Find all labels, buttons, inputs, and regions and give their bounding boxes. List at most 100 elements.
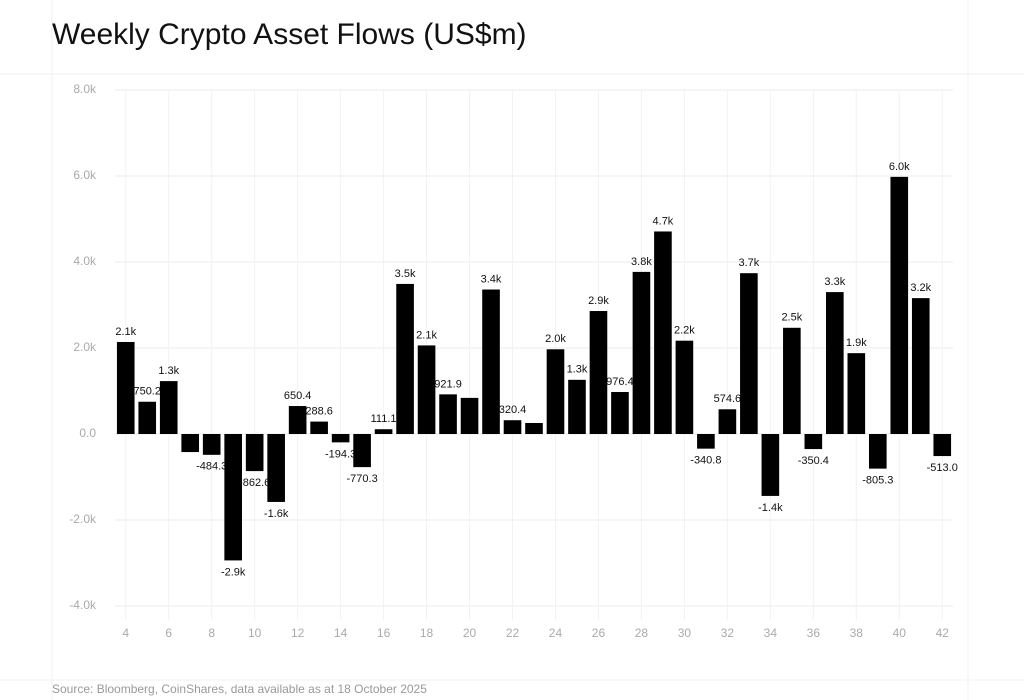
bar xyxy=(546,349,565,434)
bar xyxy=(718,409,737,434)
data-label: -862.6 xyxy=(239,477,270,489)
bar xyxy=(353,434,371,468)
data-label: 3.8k xyxy=(631,256,652,268)
bar xyxy=(224,434,242,561)
bar xyxy=(503,420,522,434)
y-tick-label: -2.0k xyxy=(69,512,97,526)
chart-title: Weekly Crypto Asset Flows (US$m) xyxy=(52,18,527,51)
data-label: -350.4 xyxy=(798,455,829,467)
bar xyxy=(482,289,500,434)
data-label: 3.2k xyxy=(910,282,931,294)
y-tick-label: -4.0k xyxy=(69,598,97,612)
data-label: 1.9k xyxy=(846,337,867,349)
data-label: 921.9 xyxy=(434,378,462,390)
source-note: Source: Bloomberg, CoinShares, data avai… xyxy=(52,682,427,696)
y-tick-label: 8.0k xyxy=(73,82,97,96)
bar xyxy=(890,176,909,435)
data-label: 3.5k xyxy=(395,268,416,280)
bar xyxy=(568,379,586,434)
bar xyxy=(911,298,930,434)
bar xyxy=(611,392,629,434)
data-label: -770.3 xyxy=(347,473,378,485)
bar xyxy=(396,283,414,434)
data-label: 976.4 xyxy=(606,376,634,388)
bar xyxy=(374,429,393,434)
data-label: -484.3 xyxy=(196,461,227,473)
data-label: -513.0 xyxy=(927,462,958,474)
data-label: 3.4k xyxy=(481,273,502,285)
bar xyxy=(159,381,178,434)
x-tick-label: 6 xyxy=(165,626,172,640)
x-tick-label: 36 xyxy=(807,626,821,640)
bar xyxy=(525,422,543,434)
data-label: -805.3 xyxy=(862,475,893,487)
data-label: 1.3k xyxy=(158,365,179,377)
bar xyxy=(868,434,887,469)
bar xyxy=(589,311,608,434)
data-label: 4.7k xyxy=(653,215,674,227)
data-label: -194.3 xyxy=(325,448,356,460)
data-label: -340.8 xyxy=(690,455,721,467)
y-tick-label: 0.0 xyxy=(79,426,96,440)
y-tick-label: 2.0k xyxy=(73,340,97,354)
data-label: -1.4k xyxy=(758,502,783,514)
bar xyxy=(697,434,715,449)
data-label: 2.5k xyxy=(781,312,802,324)
x-tick-label: 12 xyxy=(291,626,305,640)
bar xyxy=(675,340,694,434)
bar xyxy=(439,394,457,434)
data-label: -2.9k xyxy=(221,566,246,578)
data-label: 111.1 xyxy=(371,413,397,425)
bar xyxy=(826,292,844,434)
x-tick-label: 30 xyxy=(678,626,692,640)
x-tick-label: 4 xyxy=(122,626,129,640)
data-label: 1.3k xyxy=(567,364,588,376)
data-label: 2.2k xyxy=(674,325,695,337)
data-label: 750.2 xyxy=(133,386,161,398)
x-tick-label: 34 xyxy=(764,626,778,640)
bar xyxy=(740,273,758,434)
x-tick-label: 10 xyxy=(248,626,262,640)
data-label: 650.4 xyxy=(284,390,312,402)
bar xyxy=(116,341,135,434)
bar xyxy=(783,327,801,434)
bar xyxy=(847,353,866,434)
bar xyxy=(933,434,952,457)
bar xyxy=(245,434,264,472)
x-tick-label: 20 xyxy=(463,626,477,640)
data-label: 574.6 xyxy=(714,393,742,405)
bar xyxy=(460,397,479,434)
bar xyxy=(761,434,780,496)
data-label: 2.9k xyxy=(588,295,609,307)
x-tick-label: 38 xyxy=(850,626,864,640)
x-tick-label: 26 xyxy=(592,626,606,640)
x-tick-label: 18 xyxy=(420,626,434,640)
y-tick-label: 4.0k xyxy=(73,254,97,268)
data-label: -1.6k xyxy=(264,508,289,520)
x-tick-label: 14 xyxy=(334,626,348,640)
x-tick-label: 16 xyxy=(377,626,391,640)
bar xyxy=(202,434,221,455)
data-label: 2.0k xyxy=(545,333,566,345)
data-label: 320.4 xyxy=(499,404,527,416)
x-tick-label: 42 xyxy=(936,626,950,640)
data-label: 3.3k xyxy=(824,276,845,288)
data-label: 2.1k xyxy=(416,329,437,341)
bar xyxy=(331,434,350,443)
data-label: 3.7k xyxy=(738,257,759,269)
bar xyxy=(804,434,823,450)
bar xyxy=(288,406,307,434)
bar xyxy=(310,421,328,434)
bar xyxy=(417,345,436,434)
x-tick-label: 8 xyxy=(208,626,215,640)
x-tick-label: 32 xyxy=(721,626,735,640)
bar xyxy=(267,434,285,502)
x-tick-label: 28 xyxy=(635,626,649,640)
bar xyxy=(632,271,651,434)
data-label: 6.0k xyxy=(889,161,910,173)
bar xyxy=(181,434,200,453)
bar xyxy=(654,231,672,434)
data-label: 288.6 xyxy=(305,405,333,417)
